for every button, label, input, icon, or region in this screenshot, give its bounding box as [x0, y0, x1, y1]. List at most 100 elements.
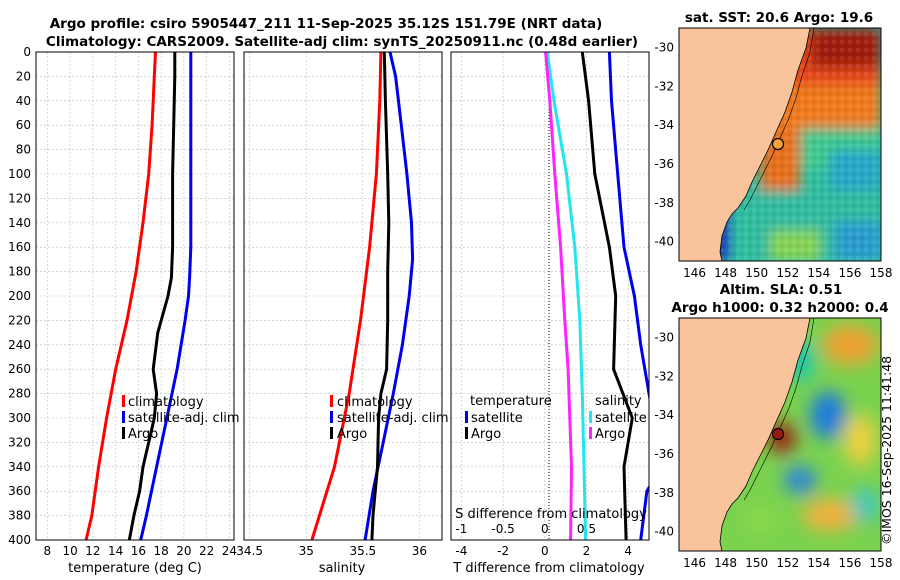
lat-tick-label: -40	[654, 525, 674, 539]
temperature-legend: climatology satellite-adj. clim Argo	[122, 395, 240, 442]
depth-tick-label: 280	[8, 387, 31, 401]
legend-title-temperature: temperature	[470, 394, 552, 409]
legend-swatch-satellite	[122, 411, 125, 423]
temperature-tick-labels: 8 10 12 14 16 18 20 22 24	[44, 544, 238, 558]
temperature-lines	[84, 52, 193, 540]
x-tick-label: 36	[412, 544, 427, 558]
legend-swatch-t-satellite	[465, 411, 468, 423]
difference-lines	[544, 52, 649, 540]
t-difference-xlabel: T difference from climatology	[452, 561, 645, 576]
lat-tick-label: -36	[654, 447, 674, 461]
shelf-contour	[743, 318, 815, 501]
salinity-lines	[310, 52, 415, 540]
legend-swatch-t-argo	[465, 427, 468, 439]
lon-tick-label: 152	[776, 556, 799, 570]
series-line-argo	[370, 52, 391, 540]
depth-tick-label: 220	[8, 313, 31, 327]
depth-tick-label: 140	[8, 216, 31, 230]
depth-tick-label: 80	[16, 143, 31, 157]
legend-swatch-climatology	[330, 395, 333, 407]
s-difference-tick-labels: -1 -0.5 0 0.5	[455, 522, 596, 536]
temperature-grid	[36, 51, 234, 541]
lat-tick-label: -34	[654, 118, 674, 132]
x-tick-label: 22	[199, 544, 214, 558]
salinity-panel: 34.5 35 35.5 36 salinity climatology satell…	[236, 51, 449, 576]
sst-map: sat. SST: 20.6 Argo: 19.6 146 148 1	[654, 10, 892, 280]
sla-map-frame	[678, 317, 882, 552]
x-tick-label: -2	[497, 544, 509, 558]
argo-location-marker	[771, 137, 785, 151]
x-tick-label: 35.5	[349, 544, 376, 558]
lon-tick-label: 154	[807, 556, 830, 570]
figure-title-line2: Climatology: CARS2009. Satellite-adj cli…	[46, 34, 638, 50]
x-tick-label: 0	[541, 544, 549, 558]
t-difference-tick-labels: -4 -2 0 2 4	[455, 544, 632, 558]
series-line-argo	[127, 52, 177, 540]
legend-label-argo: Argo	[337, 427, 367, 442]
legend-label-t-argo: Argo	[471, 427, 501, 442]
sla-field	[679, 318, 881, 551]
sla-map: Altim. SLA: 0.51 Argo h1000: 0.32 h2000:…	[654, 282, 892, 570]
depth-tick-label: 100	[8, 167, 31, 181]
lon-tick-label: 146	[683, 266, 706, 280]
depth-tick-label: 240	[8, 338, 31, 352]
salinity-xlabel: salinity	[319, 561, 366, 576]
lon-tick-label: 152	[776, 266, 799, 280]
series-line-climatology	[310, 52, 383, 540]
salinity-grid	[244, 51, 442, 541]
difference-axes-frame	[450, 51, 650, 541]
depth-tick-label: 300	[8, 411, 31, 425]
temperature-xlabel: temperature (deg C)	[68, 561, 202, 576]
lat-tick-label: -40	[654, 235, 674, 249]
x-tick-label: 35	[299, 544, 314, 558]
lat-tick-label: -38	[654, 196, 674, 210]
lat-tick-label: -34	[654, 408, 674, 422]
depth-tick-label: 160	[8, 240, 31, 254]
sla-map-title-line2: Argo h1000: 0.32 h2000: 0.4	[671, 300, 888, 316]
x-tick-label: 12	[85, 544, 100, 558]
depth-tick-label: 60	[16, 118, 31, 132]
lat-tick-label: -38	[654, 486, 674, 500]
depth-tick-label: 200	[8, 289, 31, 303]
legend-swatch-argo	[122, 427, 125, 439]
difference-grid	[451, 51, 649, 541]
sla-map-tick-labels: 146 148 150 152 154 156 158 -30 -32 -34 -36 -38 -40	[654, 330, 892, 570]
depth-tick-label: 320	[8, 435, 31, 449]
x-tick-label: 4	[624, 544, 632, 558]
series-line-satellite-adj-clim	[363, 52, 415, 540]
legend-swatch-climatology	[122, 395, 125, 407]
lon-tick-label: 156	[838, 556, 861, 570]
x-tick-label: 24	[222, 544, 237, 558]
legend-swatch-s-satellite	[589, 411, 592, 423]
figure-title-line1: Argo profile: csiro 5905447_211 11-Sep-2…	[50, 16, 603, 32]
lon-tick-label: 148	[714, 266, 737, 280]
sst-map-title: sat. SST: 20.6 Argo: 19.6	[685, 10, 873, 26]
shelf-contour	[743, 28, 815, 211]
depth-tick-label: 120	[8, 191, 31, 205]
lon-tick-label: 150	[745, 556, 768, 570]
x-tick-label: 8	[44, 544, 52, 558]
x-tick-label: 34.5	[236, 544, 263, 558]
depth-tick-label: 20	[16, 69, 31, 83]
x-tick-label: 2	[583, 544, 591, 558]
salinity-tick-labels: 34.5 35 35.5 36	[236, 544, 427, 558]
legend-swatch-satellite	[330, 411, 333, 423]
x-tick-label: 10	[62, 544, 77, 558]
lon-tick-label: 150	[745, 266, 768, 280]
legend-label-t-satellite: satellite	[471, 411, 523, 426]
difference-legend-right: salinity satellite Argo	[589, 394, 647, 442]
land-australia	[679, 28, 811, 261]
lat-tick-label: -32	[654, 79, 674, 93]
temperature-axes-frame	[35, 51, 235, 541]
land-australia	[679, 318, 811, 551]
depth-tick-label: 0	[23, 45, 31, 59]
legend-label-s-satellite: satellite	[595, 411, 647, 426]
depth-tick-label: 340	[8, 460, 31, 474]
x-tick-label: -4	[455, 544, 467, 558]
copyright-label: ©IMOS 16-Sep-2025 11:41:48	[879, 355, 894, 545]
lat-tick-label: -36	[654, 157, 674, 171]
series-line-t-satellite	[607, 52, 649, 540]
depth-tick-labels: 0 20 40 60 80 100 120 140 160 180 200 220 240 260 280 3…	[8, 45, 31, 547]
legend-swatch-argo	[330, 427, 333, 439]
